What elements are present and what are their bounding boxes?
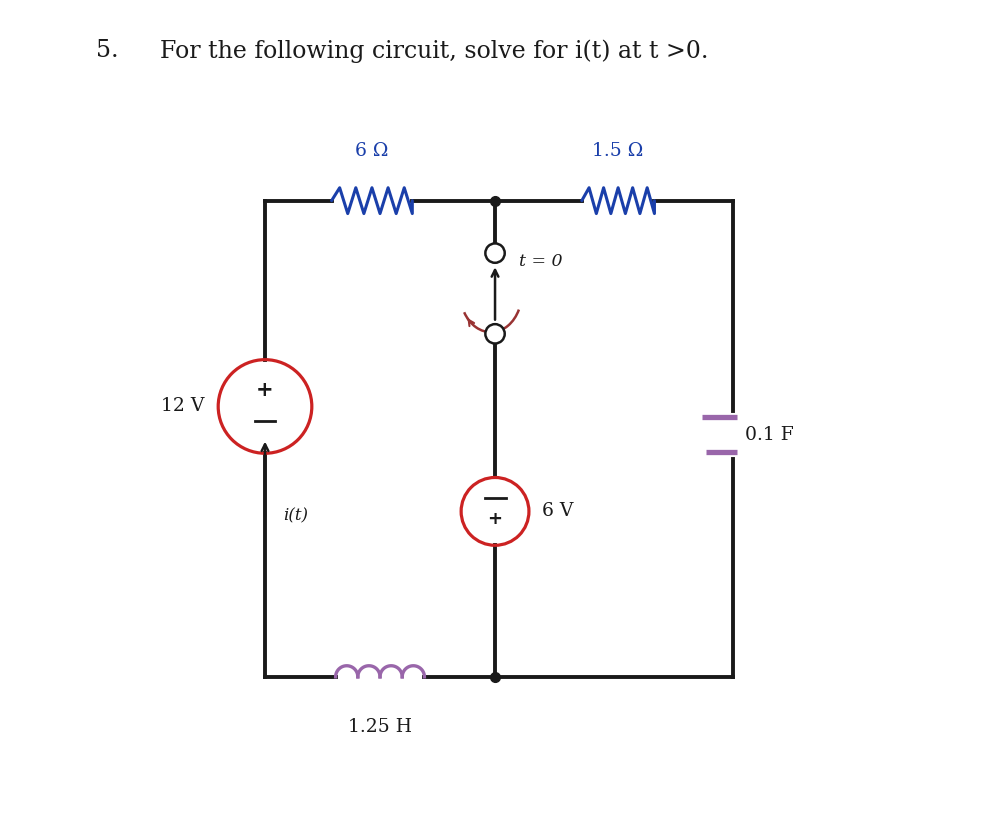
Text: For the following circuit, solve for i(t) at t >0.: For the following circuit, solve for i(t… — [160, 39, 709, 62]
Text: t = 0: t = 0 — [519, 253, 563, 269]
Text: 6 Ω: 6 Ω — [355, 141, 389, 159]
Circle shape — [485, 324, 505, 343]
Text: 6 V: 6 V — [542, 502, 573, 521]
Text: 0.1 F: 0.1 F — [745, 426, 794, 443]
Text: i(t): i(t) — [283, 507, 307, 524]
Text: 1.25 H: 1.25 H — [348, 718, 412, 736]
Text: +: + — [487, 511, 503, 529]
Circle shape — [485, 244, 505, 263]
Text: +: + — [256, 380, 274, 401]
Text: 1.5 Ω: 1.5 Ω — [592, 141, 644, 159]
Text: 5.: 5. — [95, 39, 118, 62]
Text: 12 V: 12 V — [161, 397, 204, 415]
